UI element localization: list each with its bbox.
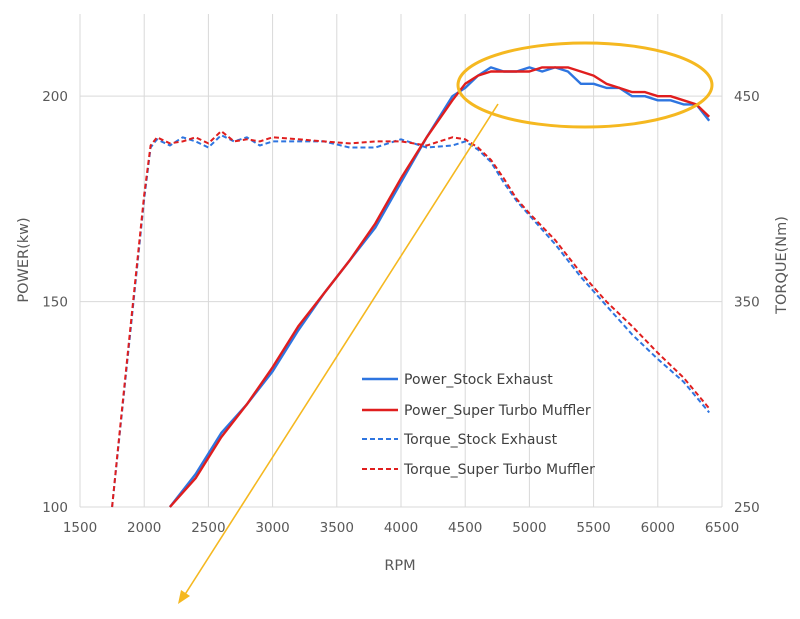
- y2-tick-label: 350: [734, 295, 760, 311]
- x-tick-label: 5500: [576, 520, 610, 536]
- legend-label: Torque_Stock Exhaust: [403, 432, 558, 448]
- x-tick-label: 1500: [63, 520, 97, 536]
- y-tick-labels: 100 150 200: [42, 89, 68, 516]
- x-tick-label: 2500: [191, 520, 225, 536]
- x-tick-label: 6000: [641, 520, 675, 536]
- y2-tick-labels: 250 350 450: [734, 89, 760, 516]
- series-lines: [111, 66, 711, 508]
- x-tick-label: 3000: [255, 520, 289, 536]
- x-tick-label: 2000: [127, 520, 161, 536]
- x-tick-label: 6500: [705, 520, 739, 536]
- x-tick-label: 3500: [320, 520, 354, 536]
- legend: Power_Stock Exhaust Power_Super Turbo Mu…: [362, 372, 595, 478]
- x-tick-label: 4500: [448, 520, 482, 536]
- highlight-ellipse: [456, 41, 714, 129]
- power-super-line: [169, 66, 711, 508]
- y2-axis-title: TORQUE(Nm): [774, 216, 790, 315]
- x-tick-label: 5000: [512, 520, 546, 536]
- y-tick-label: 200: [42, 89, 68, 105]
- legend-item-torque-stock: Torque_Stock Exhaust: [362, 432, 558, 448]
- annotation-arrow-line: [183, 103, 499, 597]
- legend-item-torque-super: Torque_Super Turbo Muffler: [362, 462, 595, 478]
- y-tick-label: 150: [42, 295, 68, 311]
- legend-label: Power_Stock Exhaust: [404, 372, 553, 388]
- legend-label: Power_Super Turbo Muffler: [404, 403, 591, 419]
- y-axis-title: POWER(kw): [16, 217, 32, 302]
- y2-tick-label: 250: [734, 500, 760, 516]
- legend-label: Torque_Super Turbo Muffler: [403, 462, 595, 478]
- annotation-arrow-head: [178, 590, 190, 604]
- legend-item-power-super: Power_Super Turbo Muffler: [362, 403, 591, 419]
- x-axis-title: RPM: [384, 558, 415, 574]
- x-tick-label: 4000: [384, 520, 418, 536]
- y-tick-label: 100: [42, 500, 68, 516]
- legend-item-power-stock: Power_Stock Exhaust: [362, 372, 553, 388]
- highlight-annotation: [178, 41, 714, 604]
- torque-super-line: [111, 130, 710, 508]
- y2-tick-label: 450: [734, 89, 760, 105]
- gridlines: [79, 14, 723, 508]
- x-tick-labels: 1500 2000 2500 3000 3500 4000 4500 5000 5500 6000…: [63, 520, 739, 536]
- torque-stock-line: [111, 134, 710, 508]
